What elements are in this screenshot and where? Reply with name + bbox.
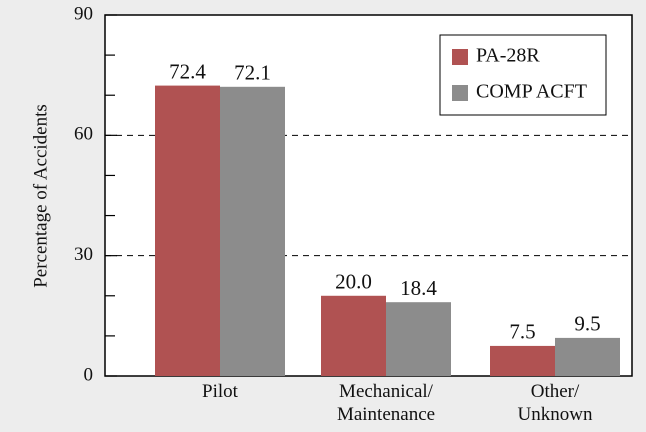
value-label: 7.5	[509, 320, 535, 344]
value-label: 9.5	[574, 312, 600, 336]
bar	[490, 345, 555, 376]
bar	[220, 86, 285, 376]
bar	[321, 295, 386, 376]
value-label: 72.4	[169, 59, 206, 83]
legend-box	[439, 34, 607, 116]
legend-swatch	[452, 85, 468, 101]
bar	[155, 85, 220, 377]
x-tick-label: Mechanical/ Maintenance	[336, 381, 436, 425]
y-axis-label: Percentage of Accidents	[30, 104, 51, 288]
value-label: 18.4	[400, 276, 437, 300]
x-tick-label: Other/ Unknown	[517, 381, 593, 425]
y-tick-label: 0	[84, 364, 94, 385]
y-tick-label: 30	[74, 244, 93, 265]
y-tick-label: 60	[74, 124, 93, 145]
value-label: 20.0	[335, 270, 372, 294]
legend-swatch	[452, 49, 468, 65]
legend-label: PA-28R	[476, 45, 540, 67]
y-tick-label: 90	[74, 3, 93, 24]
bar	[555, 337, 620, 376]
legend-label: COMP ACFT	[476, 81, 587, 103]
value-label: 72.1	[234, 61, 271, 85]
bar	[386, 302, 451, 376]
x-tick-label: Pilot	[202, 381, 238, 402]
